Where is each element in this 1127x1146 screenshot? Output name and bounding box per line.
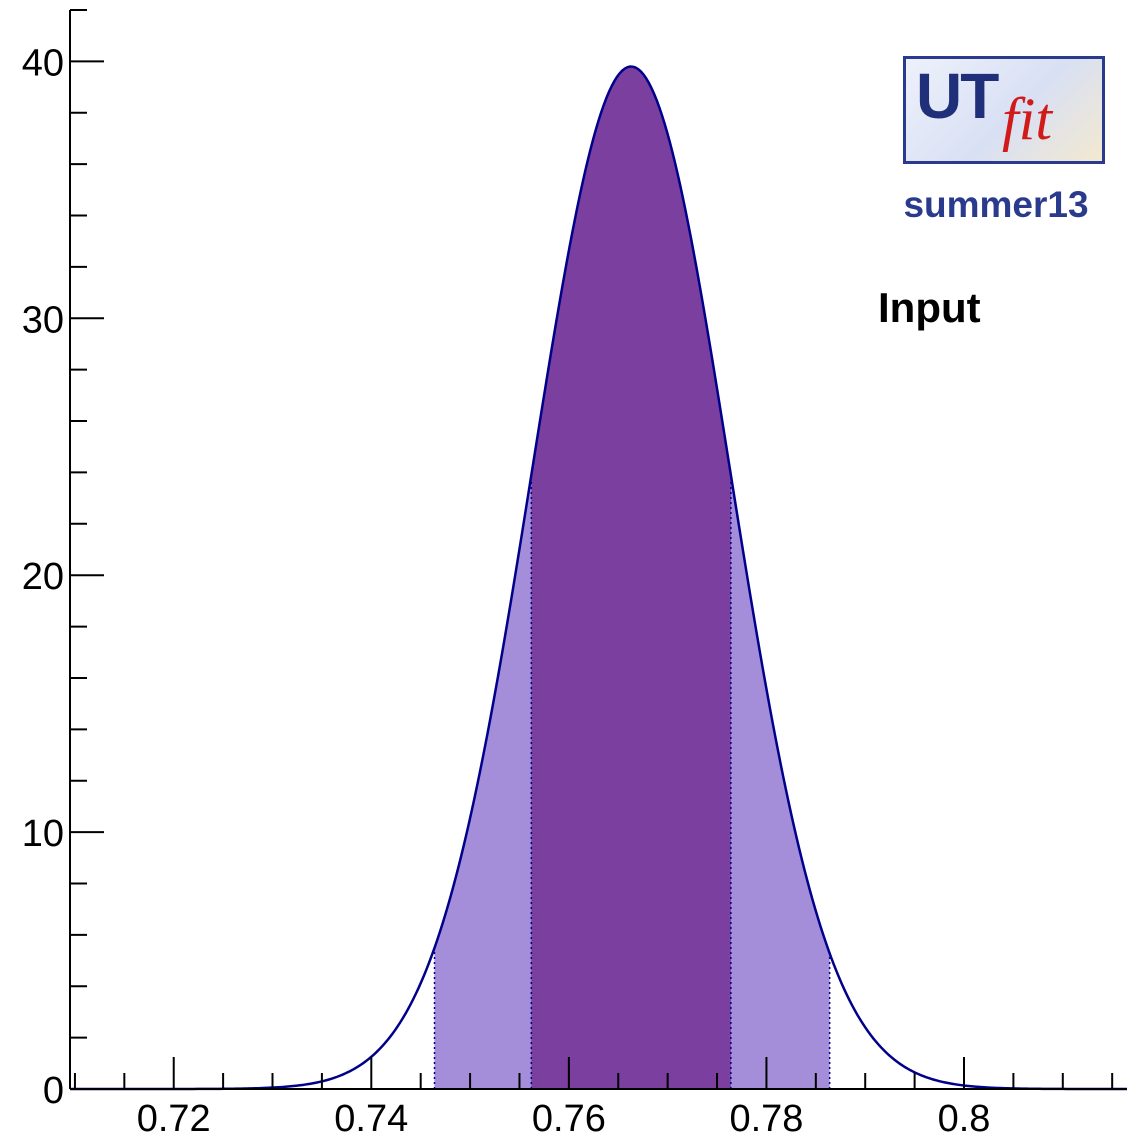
utfit-logo: UT fit [903,56,1105,164]
axes [69,10,1127,1090]
x-tick-label: 0.8 [938,1098,991,1140]
y-tick-label: 30 [22,299,64,341]
x-tick-label: 0.74 [334,1098,408,1140]
y-tick-label: 40 [22,42,64,84]
x-tick-label: 0.72 [137,1098,211,1140]
y-tick-label: 20 [22,556,64,598]
logo-edition: summer13 [903,184,1089,225]
logo-ut-text: UT [916,60,999,132]
input-annotation: Input [878,284,981,331]
inner-band [531,66,731,1089]
x-tick-label: 0.76 [532,1098,606,1140]
band-edges [433,475,831,1089]
x-tick-label: 0.78 [729,1098,803,1140]
x-axis-ticks: 0.72 0.74 0.76 0.78 0.8 [73,1057,1114,1140]
y-tick-label: 10 [22,813,64,855]
band-68-area [531,66,731,1089]
y-axis-ticks: 0 10 20 30 40 [22,9,104,1112]
y-tick-label: 0 [43,1070,64,1112]
logo-fit-text: fit [1002,86,1053,152]
